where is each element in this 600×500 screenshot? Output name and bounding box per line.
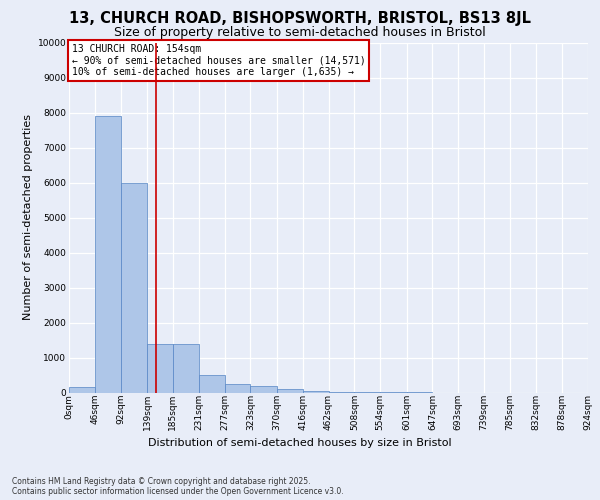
Text: 13, CHURCH ROAD, BISHOPSWORTH, BRISTOL, BS13 8JL: 13, CHURCH ROAD, BISHOPSWORTH, BRISTOL, … bbox=[69, 12, 531, 26]
Y-axis label: Number of semi-detached properties: Number of semi-detached properties bbox=[23, 114, 34, 320]
Text: Distribution of semi-detached houses by size in Bristol: Distribution of semi-detached houses by … bbox=[148, 438, 452, 448]
Text: 13 CHURCH ROAD: 154sqm
← 90% of semi-detached houses are smaller (14,571)
10% of: 13 CHURCH ROAD: 154sqm ← 90% of semi-det… bbox=[71, 44, 365, 78]
Bar bbox=[224, 384, 250, 392]
Bar bbox=[121, 182, 147, 392]
Bar bbox=[250, 386, 277, 392]
Bar bbox=[147, 344, 173, 392]
Text: Size of property relative to semi-detached houses in Bristol: Size of property relative to semi-detach… bbox=[114, 26, 486, 39]
Text: Contains HM Land Registry data © Crown copyright and database right 2025.
Contai: Contains HM Land Registry data © Crown c… bbox=[12, 476, 344, 496]
Bar bbox=[173, 344, 199, 392]
Bar bbox=[199, 375, 224, 392]
Bar bbox=[95, 116, 121, 392]
Bar bbox=[277, 389, 302, 392]
Bar bbox=[302, 391, 329, 392]
Bar bbox=[69, 387, 95, 392]
